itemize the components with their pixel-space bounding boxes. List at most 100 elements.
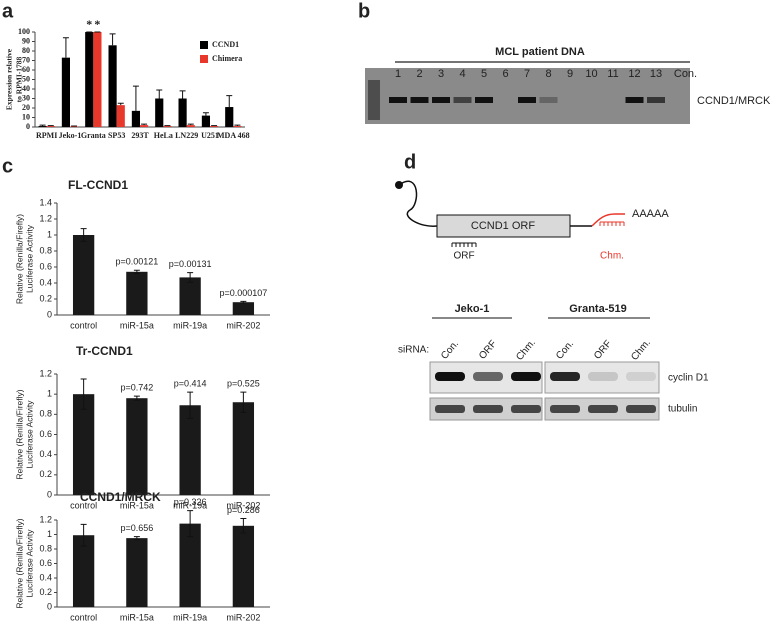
y-tick-label: 0 <box>47 489 52 499</box>
lane-label: 5 <box>481 68 487 80</box>
y-tick-label: 1.4 <box>39 197 52 207</box>
lane-label: Con. <box>554 338 576 361</box>
y-tick-label: 30 <box>22 93 30 102</box>
annotation: p=0.000107 <box>219 288 267 298</box>
legend-label: CCND1 <box>212 40 239 49</box>
lane-label: Con. <box>439 338 461 361</box>
polya: AAAAA <box>632 208 669 220</box>
error-bar <box>117 102 124 106</box>
cell-line: Granta-519 <box>569 303 626 315</box>
error-bar <box>187 391 194 419</box>
y-axis-label: Luciferase Activity <box>24 400 34 469</box>
lane-label: 10 <box>585 68 597 80</box>
bar <box>163 126 172 127</box>
y-tick-label: 0.4 <box>39 449 52 459</box>
bar <box>179 523 201 607</box>
blot <box>544 361 660 394</box>
legend-swatch <box>200 41 208 49</box>
band <box>539 97 558 103</box>
annotation: p=0.00131 <box>169 259 212 269</box>
band <box>389 97 407 103</box>
chart-title: Tr-CCND1 <box>76 344 133 358</box>
bar <box>232 302 255 315</box>
bar <box>131 110 140 127</box>
error-bar <box>240 300 247 304</box>
error-bar <box>226 95 233 108</box>
x-tick-label: control <box>70 500 97 510</box>
x-tick-label: miR-202 <box>226 320 260 330</box>
y-tick-label: 0.8 <box>39 409 52 419</box>
y-tick-label: 0 <box>26 122 30 131</box>
x-tick-label: SP53 <box>108 131 125 140</box>
band <box>432 97 450 103</box>
annotation: p=0.656 <box>120 523 153 533</box>
panel-label: b <box>358 0 370 22</box>
lane-label: Chm. <box>514 337 538 362</box>
band <box>625 97 644 103</box>
lane-label: 12 <box>628 68 640 80</box>
y-tick-label: 90 <box>22 36 30 45</box>
bar <box>85 32 94 127</box>
blots: Con. ORF Chm. Con. ORF Chm. <box>429 337 660 421</box>
lane-label: 2 <box>416 68 422 80</box>
error-bar <box>156 89 163 99</box>
orf-sirna <box>451 242 477 247</box>
error-bar <box>133 395 140 401</box>
band <box>518 97 536 103</box>
chart: Tr-CCND1 Relative (Renilla/Firefly) Lucife… <box>14 344 270 510</box>
bar <box>232 525 255 607</box>
gel-title: MCL patient DNA <box>495 46 585 58</box>
x-tick-label: miR-15a <box>120 500 154 510</box>
annotation: p=0.286 <box>227 505 260 515</box>
y-tick-label: 1.2 <box>39 213 52 223</box>
band <box>473 405 503 413</box>
x-tick-label: control <box>70 320 97 330</box>
bar <box>126 271 148 315</box>
band <box>511 372 541 381</box>
band <box>550 372 580 381</box>
panel-label: d <box>404 151 416 173</box>
annotation: p=0.414 <box>174 379 207 389</box>
error-bar <box>240 518 247 534</box>
lane-label: 1 <box>395 68 401 80</box>
band <box>588 372 618 381</box>
annotation: p=0.525 <box>227 379 260 389</box>
bar <box>72 394 95 495</box>
y-tick-label: 1 <box>47 389 52 399</box>
lane-label: ORF <box>477 338 499 361</box>
bar <box>46 126 55 127</box>
y-tick-label: 0.8 <box>39 245 52 255</box>
chimera-utr <box>591 213 625 227</box>
error-bar <box>187 123 194 126</box>
lane-label: 3 <box>438 68 444 80</box>
lane-label: 13 <box>650 68 662 80</box>
panel-label: a <box>2 0 14 22</box>
bar <box>108 45 117 127</box>
bar <box>186 125 195 127</box>
y-tick-label: 1.2 <box>39 368 52 378</box>
annotation: p=0.742 <box>120 383 153 393</box>
y-axis-label: Relative (Renilla/Firefly) <box>14 518 24 608</box>
x-tick-label: LN229 <box>175 131 198 140</box>
panel-label: c <box>2 155 13 177</box>
x-tick-label: Jeko-1 <box>59 131 82 140</box>
chm-sirna <box>599 221 625 226</box>
band <box>475 97 493 103</box>
y-tick-label: 0.8 <box>39 543 52 553</box>
bar <box>38 126 47 127</box>
utr <box>398 180 438 227</box>
bar <box>201 115 210 127</box>
band <box>550 405 580 413</box>
bar <box>126 398 148 495</box>
x-tick-label: miR-202 <box>226 500 260 510</box>
lane-label: 7 <box>524 68 530 80</box>
bar <box>179 277 201 315</box>
y-tick-label: 70 <box>22 55 30 64</box>
x-tick-label: U251 <box>201 131 219 140</box>
error-bar <box>187 272 194 283</box>
band <box>473 372 503 381</box>
x-tick-label: miR-15a <box>120 612 154 622</box>
y-tick-label: 0.2 <box>39 587 52 597</box>
y-axis-label: Luciferase Activity <box>24 224 34 293</box>
y-tick-label: 1.2 <box>39 514 52 524</box>
